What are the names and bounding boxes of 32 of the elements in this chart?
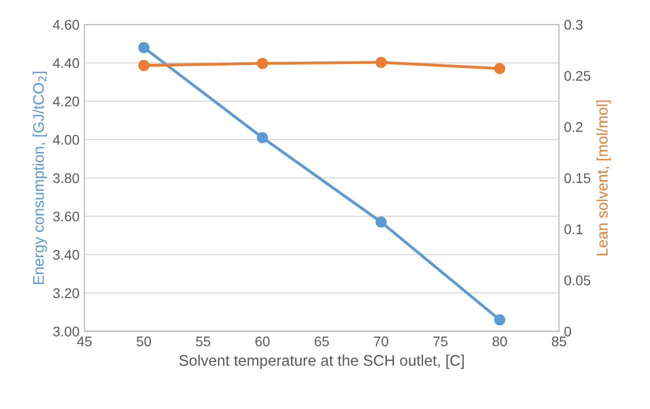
y-tick-label: 4.40 xyxy=(52,58,80,68)
y2-tick-label: 0.1 xyxy=(564,224,582,234)
y-tick-label: 4.00 xyxy=(52,134,80,145)
y-tick-label: 3.60 xyxy=(53,212,80,222)
y2-tick-label: 0.15 xyxy=(564,173,590,184)
x-tick-label: 70 xyxy=(374,336,388,346)
x-tick-label: 85 xyxy=(552,336,566,346)
y-tick-label: 4.60 xyxy=(52,20,80,30)
y-tick-label: 3.00 xyxy=(53,326,80,336)
x-tick-label: 55 xyxy=(196,336,210,346)
point xyxy=(138,42,150,54)
y2-tick-label: 0.2 xyxy=(564,122,582,132)
y2-tick-label: 0.3 xyxy=(564,20,583,30)
y2-tick-label: 0 xyxy=(564,326,572,336)
y-axis-title: Energy consumption, [GJ/tCO$_{2}$] xyxy=(32,72,47,284)
x-axis-title: Solvent temperature at the SCH outlet, [C] xyxy=(179,354,464,369)
x-tick-label: 75 xyxy=(433,336,448,346)
point xyxy=(256,132,268,144)
y-tick-label: 3.80 xyxy=(53,173,80,184)
x-tick-label: 45 xyxy=(77,336,92,346)
x-tick-label: 80 xyxy=(492,336,507,346)
point xyxy=(376,216,387,228)
y2-axis-title: Lean solvent, [mol/mol] xyxy=(596,100,611,256)
x-tick-label: 50 xyxy=(136,336,151,346)
y-tick-label: 3.40 xyxy=(53,250,80,260)
y2-tick-label: 0.25 xyxy=(564,71,590,81)
y-tick-label: 4.20 xyxy=(52,96,80,106)
x-tick-label: 60 xyxy=(255,336,270,346)
point xyxy=(494,314,506,326)
y2-tick-label: 0.05 xyxy=(564,276,590,286)
y-tick-label: 3.20 xyxy=(53,288,80,298)
x-tick-label: 65 xyxy=(314,336,329,346)
